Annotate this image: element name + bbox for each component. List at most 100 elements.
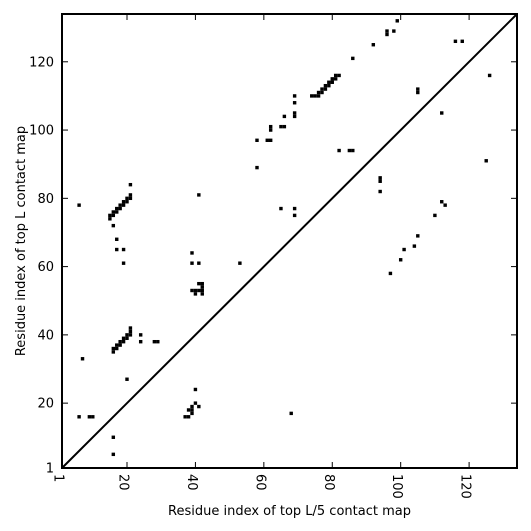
y-tick-label: 100 xyxy=(29,124,54,139)
contact-point-upper xyxy=(108,217,112,221)
contact-point-upper xyxy=(337,73,341,78)
contact-point-upper xyxy=(416,90,420,95)
contact-point-upper xyxy=(292,206,297,211)
contact-point-upper xyxy=(197,193,201,197)
contact-point-upper xyxy=(190,288,194,293)
x-tick-label: 120 xyxy=(458,474,473,499)
contact-point-upper xyxy=(268,124,273,129)
contact-point-upper xyxy=(152,339,157,344)
contact-point-upper xyxy=(156,339,160,344)
contact-point-lower xyxy=(412,244,417,248)
y-tick-label: 60 xyxy=(37,260,54,275)
contact-point-lower xyxy=(193,387,198,392)
contact-point-upper xyxy=(121,200,126,204)
data-points-layer xyxy=(77,19,492,457)
contact-point-upper xyxy=(115,237,119,241)
contact-point-upper xyxy=(128,329,133,334)
y-axis-title: Residue index of top L contact map xyxy=(14,126,29,356)
contact-point-upper xyxy=(460,39,464,44)
contact-point-upper xyxy=(118,339,122,344)
contact-point-upper xyxy=(371,43,376,47)
contact-point-lower xyxy=(190,408,194,412)
contact-point-upper xyxy=(200,288,204,293)
x-tick-label: 60 xyxy=(252,474,267,491)
contact-point-lower xyxy=(125,377,129,381)
contact-point-upper xyxy=(330,80,334,84)
contact-point-upper xyxy=(282,114,287,119)
contact-point-upper xyxy=(118,206,122,211)
contact-point-lower xyxy=(77,415,81,419)
contact-point-lower xyxy=(111,435,116,439)
contact-point-upper xyxy=(200,285,204,289)
x-tick-label: 40 xyxy=(184,474,199,491)
y-tick-label: 40 xyxy=(37,328,54,343)
contact-point-upper xyxy=(313,94,317,98)
contact-point-lower xyxy=(197,404,201,409)
x-tick-label: 80 xyxy=(321,474,336,491)
contact-point-lower xyxy=(402,247,406,252)
contact-point-lower xyxy=(190,411,194,416)
contact-point-upper xyxy=(385,32,389,37)
contact-point-upper xyxy=(111,223,116,228)
contact-point-upper xyxy=(108,213,112,218)
contact-point-upper xyxy=(333,73,338,78)
contact-point-upper xyxy=(440,111,444,115)
x-tick-label: 20 xyxy=(116,474,131,491)
contact-point-upper xyxy=(347,148,352,153)
contact-point-upper xyxy=(190,261,194,265)
y-tick-label: 80 xyxy=(37,192,54,207)
contact-point-lower xyxy=(378,176,382,180)
contact-point-upper xyxy=(121,247,126,252)
contact-point-upper xyxy=(125,333,129,337)
contact-point-upper xyxy=(193,292,198,296)
contact-point-lower xyxy=(111,452,116,457)
contact-point-upper xyxy=(392,29,396,33)
contact-point-lower xyxy=(87,415,92,419)
y-tick-label: 1 xyxy=(46,462,54,477)
contact-point-upper xyxy=(115,210,119,214)
contact-point-upper xyxy=(115,247,119,252)
contact-point-upper xyxy=(292,111,297,115)
contact-point-upper xyxy=(323,83,328,88)
contact-point-upper xyxy=(115,346,119,351)
plot-frame xyxy=(61,13,518,469)
contact-point-upper xyxy=(121,261,126,265)
contact-point-lower xyxy=(388,271,393,276)
contact-point-upper xyxy=(453,39,458,44)
contact-point-upper xyxy=(118,343,122,347)
diagonal-line xyxy=(61,13,518,469)
contact-point-upper xyxy=(265,138,269,142)
contact-point-upper xyxy=(255,138,259,142)
contact-point-lower xyxy=(292,213,297,218)
contact-point-upper xyxy=(310,94,314,98)
contact-point-upper xyxy=(115,206,119,211)
contact-point-lower xyxy=(484,159,488,163)
contact-point-upper xyxy=(255,165,259,170)
contact-point-lower xyxy=(91,415,95,419)
contact-point-upper xyxy=(351,56,355,61)
contact-point-upper xyxy=(200,292,204,296)
contact-point-upper xyxy=(138,333,143,337)
contact-point-upper xyxy=(121,203,126,207)
contact-point-upper xyxy=(111,213,116,218)
contact-point-upper xyxy=(128,326,133,330)
contact-point-upper xyxy=(268,138,273,142)
contact-point-upper xyxy=(416,87,420,91)
x-axis-title: Residue index of top L/5 contact map xyxy=(168,504,411,519)
contact-point-upper xyxy=(197,261,201,265)
contact-point-upper xyxy=(279,124,283,129)
x-tick-label: 100 xyxy=(389,474,404,499)
contact-point-lower xyxy=(440,200,444,204)
contact-point-upper xyxy=(138,339,143,344)
contact-point-lower xyxy=(190,404,194,409)
contact-point-upper xyxy=(128,182,133,187)
contact-point-lower xyxy=(443,203,447,207)
contact-point-upper xyxy=(327,83,331,88)
contact-point-upper xyxy=(121,336,126,340)
contact-point-upper xyxy=(128,333,133,337)
contact-point-upper xyxy=(292,114,297,119)
contact-point-upper xyxy=(292,101,297,105)
contact-point-lower xyxy=(289,411,293,416)
